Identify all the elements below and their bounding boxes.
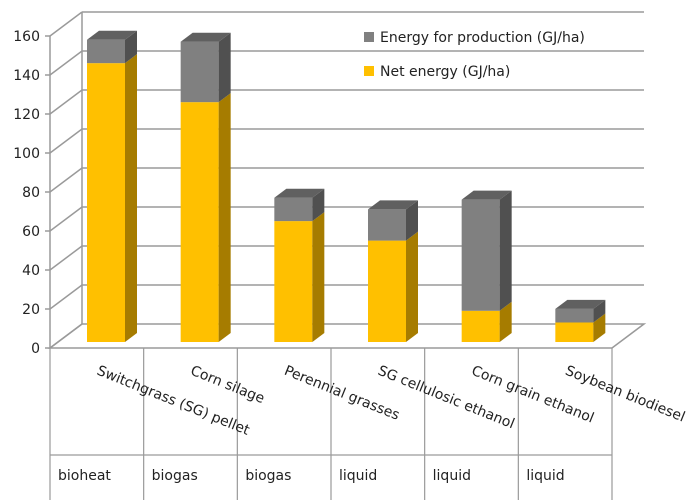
legend-swatch bbox=[364, 32, 374, 42]
bar-top bbox=[180, 32, 231, 42]
bar-front-production-energy bbox=[180, 41, 219, 103]
floor bbox=[47, 323, 647, 349]
bar-top bbox=[368, 200, 418, 210]
group-label: liquid bbox=[433, 468, 471, 484]
y-tick-label: 160 bbox=[13, 29, 40, 45]
gridline-diagonal bbox=[49, 167, 83, 193]
group-label: liquid bbox=[339, 468, 377, 484]
y-tick-label: 100 bbox=[13, 146, 40, 162]
bar-side bbox=[593, 299, 606, 323]
bar-front-production-energy bbox=[555, 308, 594, 323]
gridline-diagonal bbox=[49, 89, 83, 115]
gridline-diagonal bbox=[49, 245, 83, 271]
legend-label: Net energy (GJ/ha) bbox=[380, 64, 510, 80]
bar-front-production-energy bbox=[368, 209, 406, 241]
bar-front-net-energy bbox=[461, 310, 500, 342]
y-tick-label: 20 bbox=[22, 302, 40, 318]
gridline-diagonal bbox=[49, 323, 83, 349]
bar-front-net-energy bbox=[274, 221, 313, 342]
y-tick-label: 40 bbox=[22, 263, 40, 279]
bar-top bbox=[461, 190, 512, 200]
bar-side bbox=[499, 301, 512, 342]
y-tick-label: 0 bbox=[31, 341, 40, 357]
bar-front-net-energy bbox=[180, 102, 219, 343]
bar-side bbox=[218, 93, 231, 343]
bar-front-production-energy bbox=[461, 199, 500, 311]
bar-side bbox=[499, 190, 512, 311]
legend-label: Energy for production (GJ/ha) bbox=[380, 30, 585, 46]
bar-top bbox=[87, 30, 137, 40]
gridline-diagonal bbox=[49, 50, 83, 76]
bar-top bbox=[274, 188, 325, 198]
group-label: biogas bbox=[152, 468, 198, 484]
group-label: biogas bbox=[245, 468, 291, 484]
bar-side bbox=[312, 188, 325, 222]
bar-side bbox=[218, 32, 231, 103]
y-tick-label: 60 bbox=[22, 224, 40, 240]
category-label: Corn silage bbox=[188, 363, 267, 407]
bar-front-net-energy bbox=[368, 240, 406, 342]
category-label: Switchgrass (SG) pellet bbox=[95, 363, 253, 439]
bar-side bbox=[125, 30, 137, 64]
y-tick-label: 120 bbox=[13, 107, 40, 123]
bar-front-net-energy bbox=[555, 322, 594, 342]
y-tick-label: 80 bbox=[22, 185, 40, 201]
gridline-diagonal bbox=[49, 206, 83, 232]
bar-front-net-energy bbox=[87, 63, 125, 343]
bar-top bbox=[555, 299, 606, 309]
gridline-diagonal bbox=[49, 284, 83, 310]
bar-side bbox=[125, 54, 137, 343]
bar-side bbox=[406, 231, 418, 342]
legend-swatch bbox=[364, 66, 374, 76]
group-label: liquid bbox=[526, 468, 564, 484]
y-tick-label: 140 bbox=[13, 68, 40, 84]
bar-front-production-energy bbox=[274, 197, 313, 222]
bar-side bbox=[406, 200, 418, 241]
gridline-diagonal bbox=[49, 11, 83, 37]
group-label: bioheat bbox=[58, 468, 111, 484]
bar-side bbox=[593, 313, 606, 342]
bar-front-production-energy bbox=[87, 39, 125, 64]
gridline-diagonal bbox=[49, 128, 83, 154]
bar-side bbox=[312, 212, 325, 342]
